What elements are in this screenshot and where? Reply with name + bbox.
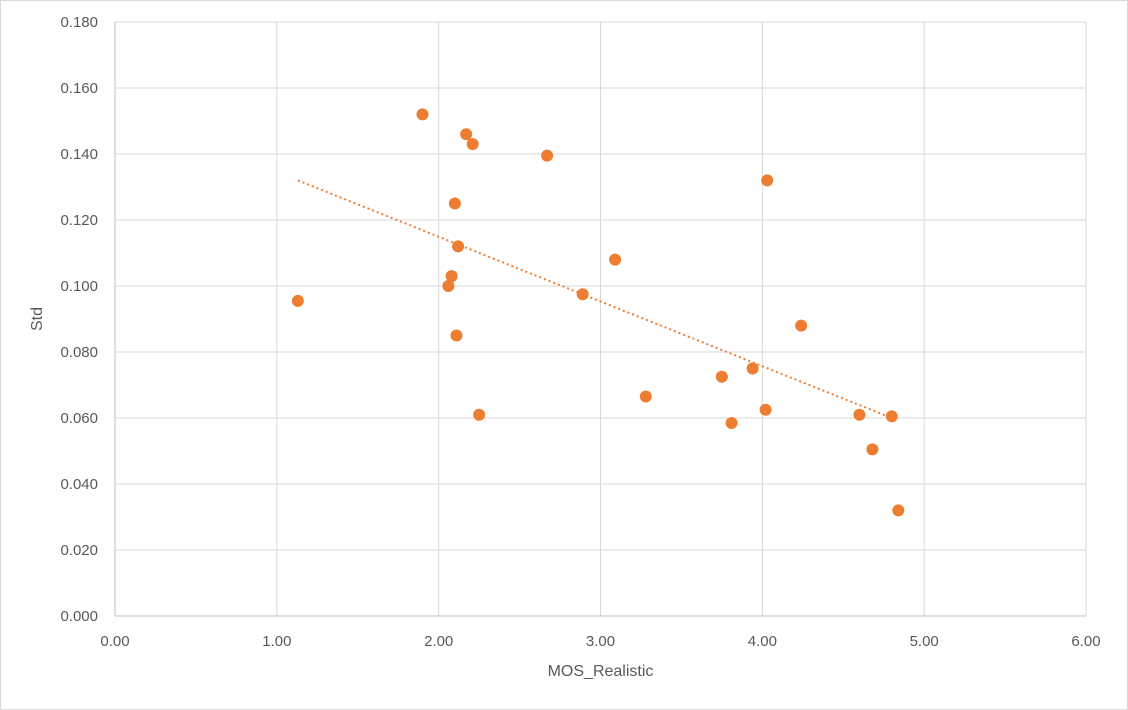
- data-point: [541, 149, 554, 162]
- data-point: [291, 294, 304, 307]
- x-tick-label: 3.00: [586, 633, 615, 650]
- data-point: [445, 270, 458, 283]
- data-point: [416, 108, 429, 121]
- data-point: [761, 174, 774, 187]
- data-point: [715, 370, 728, 383]
- y-tick-label: 0.000: [60, 608, 98, 625]
- gridlines: [115, 21, 1087, 616]
- y-tick-label: 0.160: [60, 80, 98, 97]
- y-tick-label: 0.080: [60, 344, 98, 361]
- x-tick-label: 0.00: [100, 633, 129, 650]
- data-point: [759, 403, 772, 416]
- y-tick-label: 0.120: [60, 212, 98, 229]
- data-point: [452, 240, 465, 253]
- data-points: [291, 108, 905, 517]
- data-point: [892, 504, 905, 517]
- trendline-group: [297, 179, 893, 419]
- data-point: [885, 410, 898, 423]
- y-tick-label: 0.100: [60, 278, 98, 295]
- data-point: [853, 408, 866, 421]
- y-tick-label: 0.060: [60, 410, 98, 427]
- y-axis-title: Std: [29, 307, 46, 331]
- data-point: [746, 362, 759, 375]
- data-point: [466, 138, 479, 151]
- y-tick-label: 0.040: [60, 476, 98, 493]
- tick-labels: 0.00 1.00 2.00 3.00 4.00 5.00 6.00 0.000 0.020 0.…: [60, 14, 1100, 650]
- data-point: [460, 128, 473, 141]
- x-tick-label: 1.00: [262, 633, 291, 650]
- x-tick-label: 6.00: [1071, 633, 1100, 650]
- data-point: [576, 288, 589, 301]
- data-point: [725, 416, 738, 429]
- x-axis-title: MOS_Realistic: [548, 663, 654, 680]
- x-tick-label: 4.00: [748, 633, 777, 650]
- x-tick-label: 2.00: [424, 633, 453, 650]
- y-tick-label: 0.180: [60, 14, 98, 31]
- x-tick-label: 5.00: [910, 633, 939, 650]
- data-point: [448, 197, 461, 210]
- data-point: [450, 329, 463, 342]
- trendline: [297, 179, 893, 419]
- data-point: [866, 443, 879, 456]
- data-point: [639, 390, 652, 403]
- y-tick-label: 0.140: [60, 146, 98, 163]
- data-point: [795, 319, 808, 332]
- data-point: [442, 280, 455, 292]
- y-tick-label: 0.020: [60, 542, 98, 559]
- data-point: [473, 408, 486, 421]
- axes: [114, 22, 1086, 617]
- data-point: [609, 253, 622, 266]
